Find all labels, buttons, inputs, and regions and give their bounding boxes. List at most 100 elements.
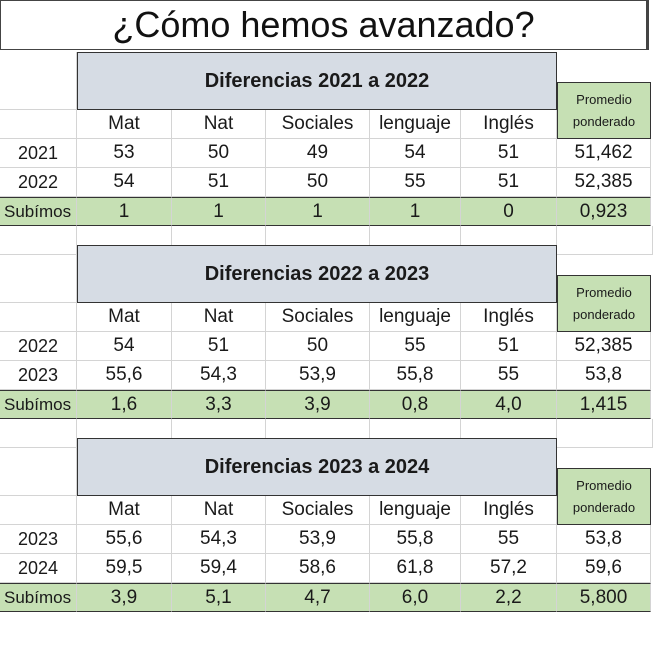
row-label[interactable]: 2021 [0, 139, 77, 168]
value-cell[interactable]: 51 [172, 168, 266, 197]
table-title[interactable]: Diferencias 2022 a 2023 [77, 245, 557, 303]
value-cell[interactable]: 54 [370, 139, 461, 168]
value-cell[interactable]: 55 [370, 168, 461, 197]
value-cell[interactable]: 55,6 [77, 361, 172, 390]
value-cell[interactable]: 53,9 [266, 361, 370, 390]
column-header-row: Mat Nat Sociales lenguaje Inglés [0, 110, 653, 139]
value-cell[interactable]: 3,9 [77, 583, 172, 612]
row-label[interactable]: Subímos [0, 583, 77, 612]
table-row: 2023 55,6 54,3 53,9 55,8 55 53,8 [0, 361, 653, 390]
column-header[interactable]: Inglés [461, 496, 557, 525]
column-header[interactable]: Sociales [266, 496, 370, 525]
value-cell[interactable]: 51 [461, 139, 557, 168]
row-label[interactable]: 2022 [0, 168, 77, 197]
column-header[interactable]: lenguaje [370, 110, 461, 139]
column-header[interactable]: Inglés [461, 110, 557, 139]
value-cell[interactable]: 51 [172, 332, 266, 361]
promedio-cell[interactable]: 0,923 [557, 197, 651, 226]
column-header[interactable]: lenguaje [370, 303, 461, 332]
value-cell[interactable]: 0 [461, 197, 557, 226]
promedio-cell[interactable]: 51,462 [557, 139, 651, 168]
table-title[interactable]: Diferencias 2023 a 2024 [77, 438, 557, 496]
column-header[interactable]: Inglés [461, 303, 557, 332]
value-cell[interactable]: 59,4 [172, 554, 266, 583]
value-cell[interactable]: 55 [461, 525, 557, 554]
column-header[interactable]: Mat [77, 303, 172, 332]
empty-cell[interactable] [0, 110, 77, 139]
row-label[interactable]: 2023 [0, 525, 77, 554]
value-cell[interactable]: 55 [370, 332, 461, 361]
value-cell[interactable]: 3,3 [172, 390, 266, 419]
value-cell[interactable]: 54 [77, 168, 172, 197]
table-row: 2021 53 50 49 54 51 51,462 [0, 139, 653, 168]
value-cell[interactable]: 50 [266, 332, 370, 361]
value-cell[interactable]: 6,0 [370, 583, 461, 612]
value-cell[interactable]: 54 [77, 332, 172, 361]
value-cell[interactable]: 51 [461, 332, 557, 361]
value-cell[interactable]: 49 [266, 139, 370, 168]
row-label[interactable]: 2022 [0, 332, 77, 361]
column-header[interactable]: Sociales [266, 303, 370, 332]
column-header[interactable]: Nat [172, 110, 266, 139]
row-label[interactable]: Subímos [0, 390, 77, 419]
value-cell[interactable]: 1 [77, 197, 172, 226]
value-cell[interactable]: 55,8 [370, 361, 461, 390]
value-cell[interactable]: 0,8 [370, 390, 461, 419]
promedio-cell[interactable]: 53,8 [557, 361, 651, 390]
page-title: ¿Cómo hemos avanzado? [0, 0, 649, 50]
empty-cell[interactable] [0, 303, 77, 332]
value-cell[interactable]: 55 [461, 361, 557, 390]
value-cell[interactable]: 4,0 [461, 390, 557, 419]
value-cell[interactable]: 3,9 [266, 390, 370, 419]
value-cell[interactable]: 1 [172, 197, 266, 226]
table-row: 2022 54 51 50 55 51 52,385 [0, 168, 653, 197]
value-cell[interactable]: 1,6 [77, 390, 172, 419]
empty-cell[interactable] [0, 438, 77, 496]
promedio-ponderado-label[interactable]: Promedio ponderado [557, 468, 651, 525]
empty-cell[interactable] [0, 496, 77, 525]
column-header[interactable]: Mat [77, 110, 172, 139]
value-cell[interactable]: 53,9 [266, 525, 370, 554]
value-cell[interactable]: 55,8 [370, 525, 461, 554]
promedio-ponderado-label[interactable]: Promedio ponderado [557, 275, 651, 332]
promedio-cell[interactable]: 5,800 [557, 583, 651, 612]
row-label[interactable]: 2023 [0, 361, 77, 390]
promedio-cell[interactable]: 53,8 [557, 525, 651, 554]
value-cell[interactable]: 55,6 [77, 525, 172, 554]
column-header[interactable]: Mat [77, 496, 172, 525]
value-cell[interactable]: 58,6 [266, 554, 370, 583]
value-cell[interactable]: 54,3 [172, 525, 266, 554]
table-title[interactable]: Diferencias 2021 a 2022 [77, 52, 557, 110]
value-cell[interactable]: 51 [461, 168, 557, 197]
value-cell[interactable]: 53 [77, 139, 172, 168]
column-header[interactable]: lenguaje [370, 496, 461, 525]
value-cell[interactable]: 1 [266, 197, 370, 226]
empty-cell[interactable] [0, 245, 77, 303]
value-cell[interactable]: 1 [370, 197, 461, 226]
value-cell[interactable]: 50 [266, 168, 370, 197]
value-cell[interactable]: 54,3 [172, 361, 266, 390]
empty-cell[interactable] [0, 419, 77, 448]
column-header-row: Mat Nat Sociales lenguaje Inglés [0, 303, 653, 332]
row-label[interactable]: Subímos [0, 197, 77, 226]
promedio-cell[interactable]: 59,6 [557, 554, 651, 583]
value-cell[interactable]: 2,2 [461, 583, 557, 612]
promedio-ponderado-label[interactable]: Promedio ponderado [557, 82, 651, 139]
value-cell[interactable]: 61,8 [370, 554, 461, 583]
value-cell[interactable]: 57,2 [461, 554, 557, 583]
value-cell[interactable]: 59,5 [77, 554, 172, 583]
value-cell[interactable]: 50 [172, 139, 266, 168]
column-header[interactable]: Nat [172, 303, 266, 332]
column-header[interactable]: Nat [172, 496, 266, 525]
column-header[interactable]: Sociales [266, 110, 370, 139]
promedio-cell[interactable]: 52,385 [557, 168, 651, 197]
promedio-cell[interactable]: 52,385 [557, 332, 651, 361]
table-header-row: Diferencias 2021 a 2022 Promedio ponderad… [0, 52, 653, 139]
value-cell[interactable]: 5,1 [172, 583, 266, 612]
empty-cell[interactable] [0, 226, 77, 255]
promedio-cell[interactable]: 1,415 [557, 390, 651, 419]
row-label[interactable]: 2024 [0, 554, 77, 583]
empty-cell[interactable] [0, 52, 77, 110]
value-cell[interactable]: 4,7 [266, 583, 370, 612]
table-row: 2022 54 51 50 55 51 52,385 [0, 332, 653, 361]
